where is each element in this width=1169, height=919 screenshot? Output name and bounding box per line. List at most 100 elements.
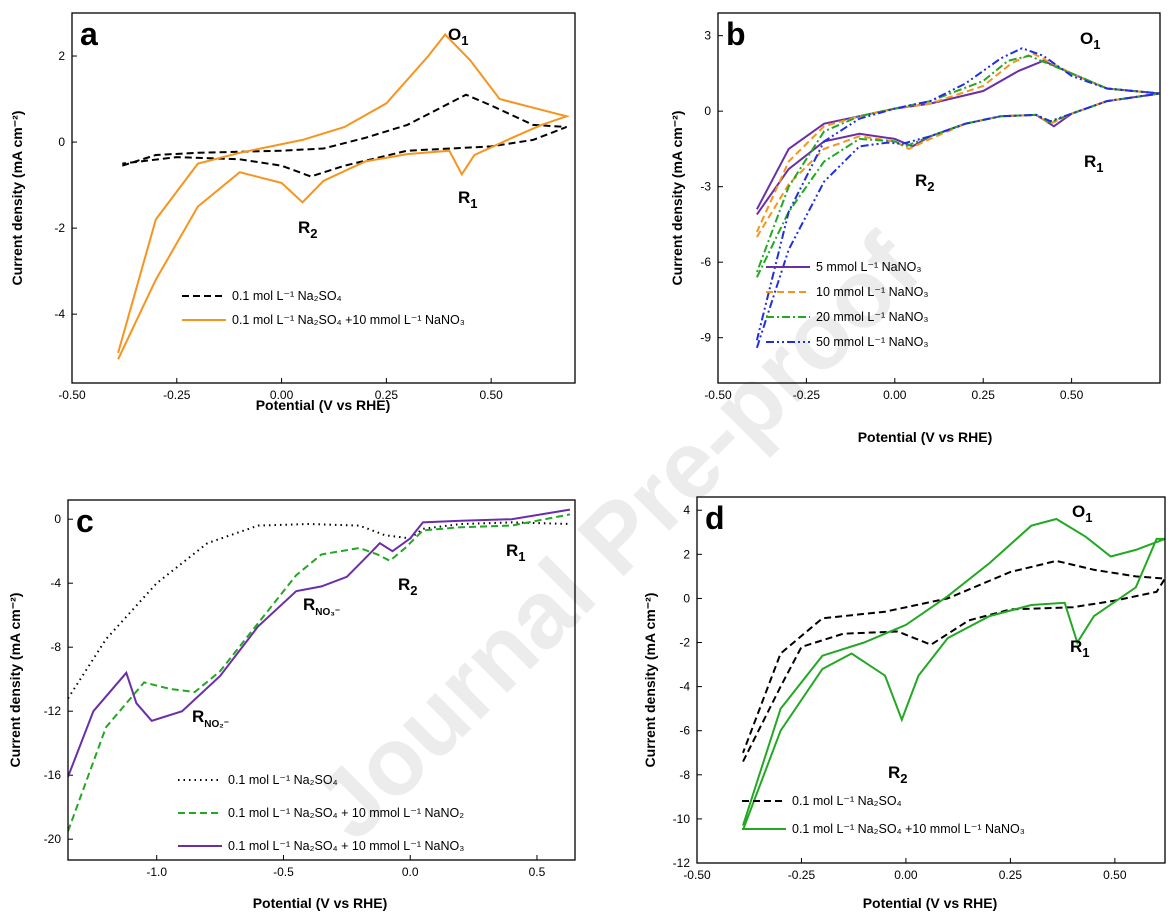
annotation-sub: 1: [1093, 37, 1100, 52]
x-tick-label: 0.00: [894, 868, 918, 882]
legend-label: 0.1 mol L⁻¹ Na₂SO₄: [232, 289, 342, 303]
annotation: R2: [298, 218, 318, 241]
annotation-sub: 2: [410, 583, 417, 598]
curve: [742, 559, 1165, 763]
plot-area: [755, 47, 1160, 349]
annotation-base: R: [1084, 152, 1096, 171]
annotation: O1: [448, 25, 468, 48]
y-tick-label: 0: [54, 512, 61, 526]
y-tick-label: 0: [704, 104, 711, 118]
panel-label: b: [726, 16, 746, 52]
annotation-base: O: [448, 25, 461, 44]
panel: -0.50 -0.25 0.00 0.25 0.50 3 0 -3 -6 -9 b Potential…: [669, 12, 1161, 445]
annotation-base: O: [1072, 502, 1085, 521]
legend-label: 0.1 mol L⁻¹ Na₂SO₄ +10 mmol L⁻¹ NaNO₃: [232, 313, 465, 327]
annotation: O1: [1080, 29, 1100, 52]
annotation-sub: 1: [1082, 645, 1089, 660]
annotation-sub: NO₃⁻: [315, 607, 340, 618]
y-tick-label: 4: [683, 503, 690, 517]
curve: [756, 59, 1160, 215]
y-tick-label: -9: [700, 331, 711, 345]
annotation-base: R: [888, 763, 900, 782]
y-tick-label: -2: [679, 636, 690, 650]
x-tick-label: -0.25: [793, 388, 821, 402]
y-tick-label: -8: [50, 640, 61, 654]
x-tick-label: 0.5: [529, 865, 546, 879]
y-tick-label: -20: [44, 832, 62, 846]
annotation-base: R: [303, 595, 315, 614]
annotation: R2: [915, 171, 935, 194]
frame: [71, 12, 576, 384]
y-axis-label: Current density (mA cm⁻²): [9, 111, 25, 286]
x-tick-label: 0.00: [883, 388, 907, 402]
x-tick-label: -0.50: [58, 388, 86, 402]
panel-label: c: [76, 503, 94, 539]
panel-label: d: [705, 500, 725, 536]
curve: [121, 93, 567, 178]
curve: [755, 52, 1160, 238]
y-axis-label: Current density (mA cm⁻²): [7, 593, 23, 768]
x-tick-label: 0.00: [270, 388, 294, 402]
y-tick-label: -3: [700, 180, 711, 194]
x-tick-label: 0.25: [999, 868, 1023, 882]
frame: [67, 499, 576, 861]
curve: [117, 32, 571, 360]
annotation-sub: 2: [310, 226, 317, 241]
annotation-sub: 1: [461, 33, 468, 48]
annotation-base: R: [506, 541, 518, 560]
x-tick-label: 0.50: [1060, 388, 1084, 402]
legend-label: 0.1 mol L⁻¹ Na₂SO₄ +10 mmol L⁻¹ NaNO₃: [792, 822, 1025, 836]
x-tick-label: -0.25: [788, 868, 816, 882]
legend-label: 20 mmol L⁻¹ NaNO₃: [816, 310, 928, 324]
annotation: R1: [1070, 637, 1090, 660]
x-axis-label: Potential (V vs RHE): [253, 895, 388, 911]
annotation-base: R: [398, 575, 410, 594]
x-tick-label: 0.0: [402, 865, 419, 879]
y-tick-label: -4: [50, 576, 61, 590]
y-tick-label: 2: [683, 547, 690, 561]
x-tick-label: 0.25: [375, 388, 399, 402]
annotation-base: R: [1070, 637, 1082, 656]
y-tick-label: 0: [683, 591, 690, 605]
y-tick-label: -12: [673, 856, 691, 870]
legend-label: 10 mmol L⁻¹ NaNO₃: [816, 285, 928, 299]
annotation: RNO₂⁻: [192, 707, 229, 730]
x-tick-label: 0.50: [1103, 868, 1127, 882]
frame: [696, 496, 1166, 864]
annotation-base: R: [192, 707, 204, 726]
curve: [68, 508, 571, 778]
panel: -1.0 -0.5 0.0 0.5 0 -4 -8 -12 -16 -20 c Potential (…: [7, 499, 576, 911]
x-axis-label: Potential (V vs RHE): [256, 397, 391, 413]
legend-label: 5 mmol L⁻¹ NaNO₃: [816, 260, 921, 274]
y-tick-label: 3: [704, 29, 711, 43]
panel: -0.50 -0.25 0.00 0.25 0.50 4 2 0 -2 -4 -6 -8 -10 -12 d…: [642, 496, 1166, 911]
annotation-sub: 1: [1096, 160, 1103, 175]
annotation: R2: [888, 763, 908, 786]
annotation: R1: [458, 188, 478, 211]
y-tick-label: -4: [54, 307, 65, 321]
legend-label: 0.1 mol L⁻¹ Na₂SO₄: [228, 773, 338, 787]
x-tick-label: -0.25: [163, 388, 191, 402]
annotation-base: R: [458, 188, 470, 207]
x-tick-label: -1.0: [146, 865, 167, 879]
annotation: R1: [506, 541, 526, 564]
annotation-base: R: [298, 218, 310, 237]
annotation-sub: 1: [518, 549, 525, 564]
frame: [717, 12, 1161, 384]
y-tick-label: -16: [44, 768, 62, 782]
annotation-base: O: [1080, 29, 1093, 48]
x-tick-label: 0.25: [972, 388, 996, 402]
curve: [742, 517, 1165, 831]
y-axis-label: Current density (mA cm⁻²): [642, 593, 658, 768]
plot-area: [117, 32, 571, 360]
annotation-sub: 2: [927, 179, 934, 194]
curve: [755, 47, 1160, 349]
x-axis-label: Potential (V vs RHE): [863, 895, 998, 911]
annotation-sub: 2: [900, 771, 907, 786]
annotation: R2: [398, 575, 418, 598]
y-tick-label: 2: [58, 49, 65, 63]
y-axis-label: Current density (mA cm⁻²): [669, 111, 685, 286]
plot-area: [68, 508, 571, 832]
